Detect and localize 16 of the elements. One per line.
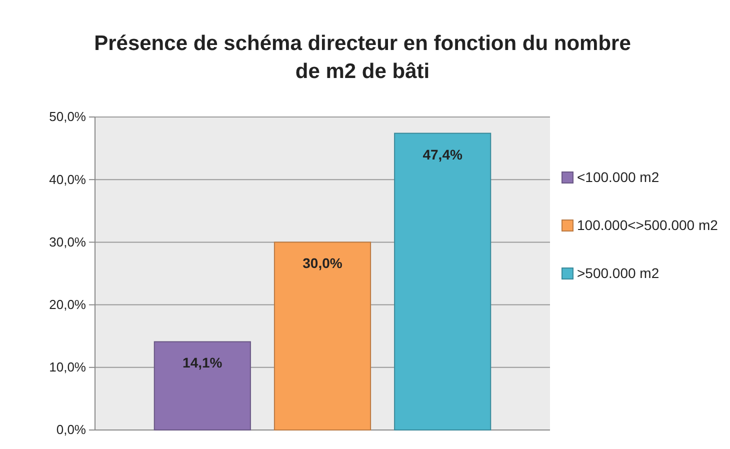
y-tick-label: 50,0% xyxy=(49,109,86,124)
bar xyxy=(394,132,492,430)
y-tick-label: 0,0% xyxy=(56,422,86,438)
data-label: 14,1% xyxy=(182,354,223,371)
y-tick-label: 20,0% xyxy=(49,296,86,312)
data-label: 47,4% xyxy=(422,146,463,162)
legend-label: <100.000 m2 xyxy=(577,169,660,185)
data-label: 30,0% xyxy=(302,255,343,272)
legend-label: >500.000 m2 xyxy=(577,265,660,281)
chart-title: Présence de schéma directeur en fonction du nombre de m2 de bâti xyxy=(94,32,631,83)
y-tick-label: 10,0% xyxy=(49,360,86,375)
legend-label: 100.000<>500.000 m2 xyxy=(577,217,718,233)
y-tick-label: 30,0% xyxy=(49,234,86,250)
y-tick-label: 40,0% xyxy=(49,172,86,187)
bar xyxy=(154,341,251,430)
bar xyxy=(274,242,372,430)
